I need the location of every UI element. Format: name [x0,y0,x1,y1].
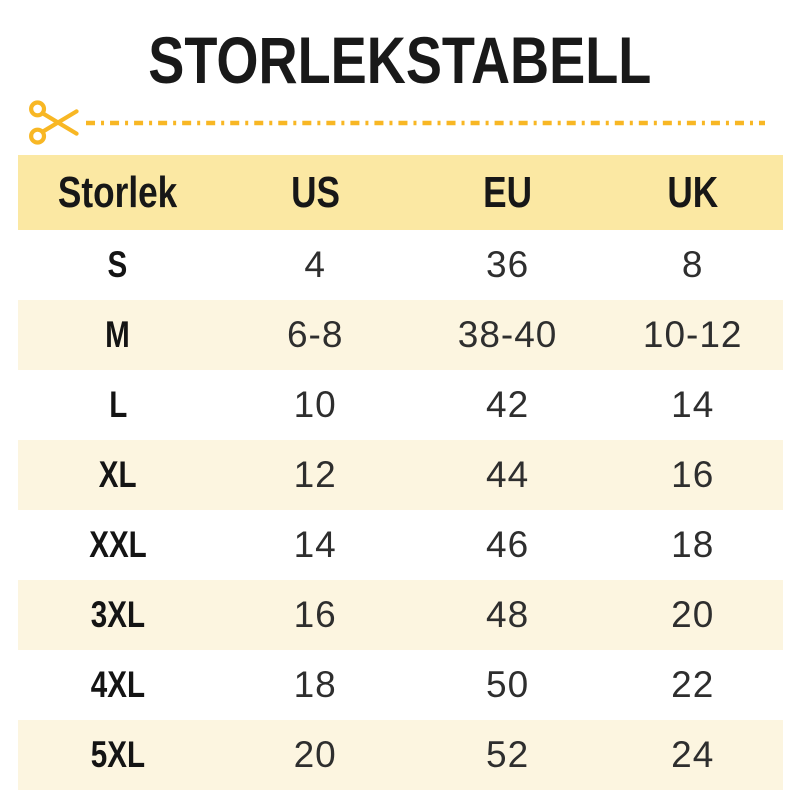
size-cell: 3XL [90,594,145,635]
eu-value-cell: 44 [486,454,530,495]
size-cell: S [107,244,128,285]
size-cell: M [105,314,131,355]
size-cell: L [108,384,127,425]
uk-value-cell: 18 [671,524,715,565]
table-header-row: Storlek US EU UK [18,155,783,230]
us-value-cell: 4 [304,244,326,285]
table-body: S 4 36 8 M 6-8 38-40 10-12 L 10 42 14 XL… [18,230,783,790]
size-cell: XL [98,454,137,495]
eu-value-cell: 52 [486,734,530,775]
eu-value-cell: 50 [486,664,530,705]
table-row-xxl: XXL 14 46 18 [18,510,783,580]
eu-value-cell: 38-40 [457,314,558,355]
eu-value-cell: 42 [486,384,530,425]
size-cell: XXL [89,524,147,565]
header-cell-uk: UK [667,167,719,217]
page-title: STORLEKSTABELL [0,27,800,93]
uk-value-cell: 24 [671,734,715,775]
eu-value-cell: 48 [486,594,530,635]
table-row-5xl: 5XL 20 52 24 [18,720,783,790]
table-row-3xl: 3XL 16 48 20 [18,580,783,650]
page-title-text: STORLEKSTABELL [148,23,652,97]
eu-value-cell: 36 [486,244,530,285]
cut-line [28,99,765,146]
uk-value-cell: 10-12 [642,314,743,355]
us-value-cell: 12 [293,454,337,495]
header-cell-eu: EU [483,167,533,217]
table-row-l: L 10 42 14 [18,370,783,440]
uk-value-cell: 22 [671,664,715,705]
uk-value-cell: 16 [671,454,715,495]
us-value-cell: 18 [293,664,337,705]
header-cell-storlek: Storlek [58,167,178,217]
us-value-cell: 10 [293,384,337,425]
uk-value-cell: 20 [671,594,715,635]
size-table: Storlek US EU UK S 4 36 8 M 6-8 38-40 10… [18,155,783,790]
us-value-cell: 6-8 [286,314,344,355]
header-cell-us: US [290,167,340,217]
dashed-cut-rule [86,120,765,125]
us-value-cell: 14 [293,524,337,565]
size-cell: 4XL [90,664,145,705]
uk-value-cell: 14 [671,384,715,425]
us-value-cell: 16 [293,594,337,635]
eu-value-cell: 46 [486,524,530,565]
table-row-m: M 6-8 38-40 10-12 [18,300,783,370]
scissors-icon [29,100,79,145]
size-cell: 5XL [90,734,145,775]
table-row-xl: XL 12 44 16 [18,440,783,510]
uk-value-cell: 8 [681,244,704,285]
us-value-cell: 20 [293,734,337,775]
table-row-s: S 4 36 8 [18,230,783,300]
table-row-4xl: 4XL 18 50 22 [18,650,783,720]
